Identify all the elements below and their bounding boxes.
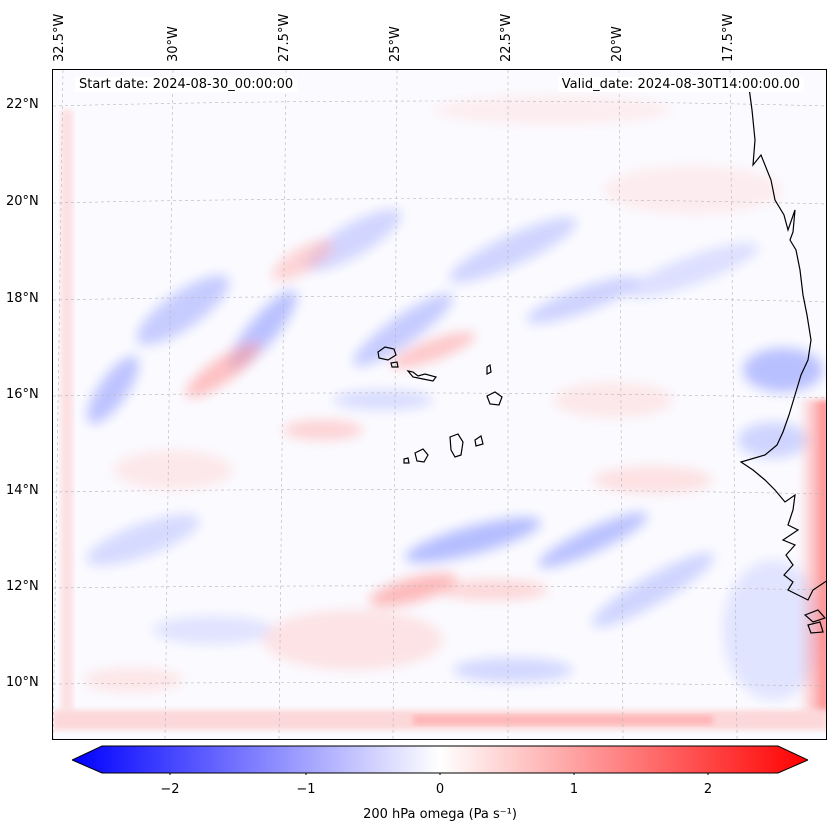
colorbar-tick-2: 2 — [703, 782, 713, 797]
west-africa-coastline — [739, 79, 826, 601]
lon-label-30w: 30°W — [166, 26, 181, 62]
colorbar-tick-0: 0 — [435, 782, 445, 797]
omega-field-map — [53, 70, 826, 739]
lon-label-27-5w: 27.5°W — [277, 13, 292, 62]
map-panel[interactable]: Start date: 2024-08-30_00:00:00 Valid_da… — [52, 69, 827, 740]
eastern-boundary-band — [798, 400, 826, 710]
gridlines — [53, 70, 826, 739]
lat-label-22n: 22°N — [6, 97, 39, 112]
colorbar — [72, 745, 808, 775]
lat-label-20n: 20°N — [6, 194, 39, 209]
cape-verde-fogo — [414, 448, 429, 463]
valid-date-label: Valid_date: 2024-08-30T14:00:00.00 — [557, 77, 804, 92]
lon-label-25w: 25°W — [388, 26, 403, 62]
lat-label-14n: 14°N — [6, 483, 39, 498]
cape-verde-boa-vista — [486, 391, 503, 406]
western-boundary-band — [61, 110, 73, 710]
lat-label-18n: 18°N — [6, 291, 39, 306]
lon-label-22-5w: 22.5°W — [499, 13, 514, 62]
colorbar-label: 200 hPa omega (Pa s⁻¹) — [363, 807, 517, 822]
colorbar-gradient — [72, 745, 808, 774]
colorbar-tick-neg2: −2 — [160, 782, 180, 797]
colorbar-tick-1: 1 — [569, 782, 579, 797]
lon-label-17-5w: 17.5°W — [721, 13, 736, 62]
cape-verde-santiago — [449, 433, 464, 458]
cape-verde-maio — [474, 435, 484, 447]
colorbar-ticks — [169, 773, 709, 775]
coast-islands-south — [803, 609, 826, 634]
colorbar-tick-neg1: −1 — [296, 782, 316, 797]
lat-label-10n: 10°N — [6, 675, 39, 690]
cape-verde-santo-antao — [377, 346, 397, 361]
lat-label-16n: 16°N — [6, 387, 39, 402]
cape-verde-brava — [403, 457, 410, 464]
lon-label-20w: 20°W — [610, 26, 625, 62]
cape-verde-sao-vicente — [390, 361, 399, 368]
lon-label-32-5w: 32.5°W — [52, 13, 67, 62]
cape-verde-sao-nicolau — [406, 370, 438, 382]
lat-label-12n: 12°N — [6, 579, 39, 594]
southern-boundary-core — [413, 715, 713, 725]
coastlines — [377, 79, 826, 634]
cape-verde-sal — [486, 363, 492, 375]
start-date-label: Start date: 2024-08-30_00:00:00 — [75, 77, 298, 92]
